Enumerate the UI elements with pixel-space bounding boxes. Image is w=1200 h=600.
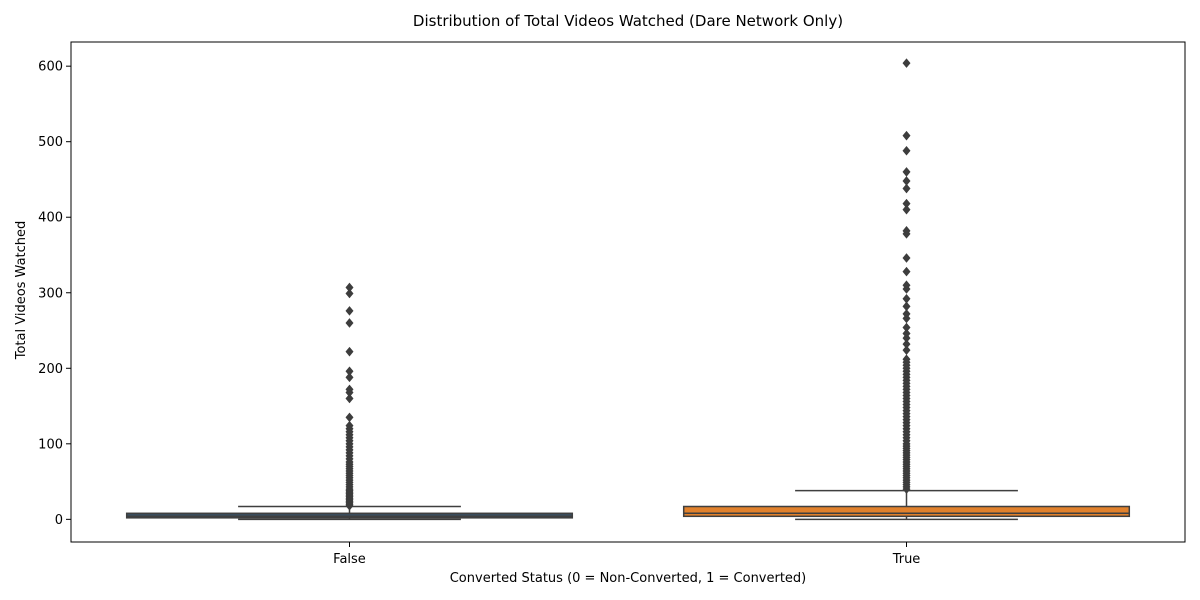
outlier-true-63	[902, 226, 911, 236]
outlier-true-66	[902, 183, 911, 194]
y-axis-label: Total Videos Watched	[14, 221, 29, 361]
outlier-true-67	[902, 176, 911, 186]
outlier-true-71	[902, 58, 911, 68]
outlier-false-40	[345, 372, 354, 383]
y-tick-label-200: 200	[38, 362, 63, 377]
outlier-true-64	[902, 204, 911, 215]
outlier-true-48	[902, 354, 911, 365]
outlier-false-43	[345, 318, 354, 328]
outlier-false-41	[345, 366, 354, 377]
outlier-false-42	[345, 346, 354, 357]
outlier-true-68	[902, 167, 911, 177]
x-tick-label-false: False	[333, 552, 366, 567]
outlier-true-65	[902, 198, 911, 209]
outlier-true-49	[902, 345, 911, 355]
outlier-true-61	[902, 253, 911, 263]
outlier-true-52	[902, 328, 911, 339]
x-axis-label: Converted Status (0 = Non-Converted, 1 =…	[450, 571, 807, 586]
outlier-false-37	[345, 393, 354, 404]
y-tick-label-500: 500	[38, 135, 63, 150]
y-axis: 0 100 200 300 400 500 600	[38, 60, 71, 528]
y-tick-label-0: 0	[55, 513, 63, 528]
y-tick-label-600: 600	[38, 60, 63, 75]
outlier-true-59	[902, 280, 911, 290]
outlier-false-45	[345, 288, 354, 299]
chart-title: Distribution of Total Videos Watched (Da…	[413, 12, 843, 30]
outlier-true-56	[902, 301, 911, 312]
plot-frame	[70, 41, 1186, 543]
outlier-false-46	[345, 282, 354, 293]
x-tick-label-true: True	[892, 552, 921, 567]
y-tick-label-400: 400	[38, 211, 63, 226]
outlier-true-69	[902, 145, 911, 156]
outlier-true-57	[902, 294, 911, 304]
outlier-true-50	[902, 339, 911, 349]
box-group-false	[125, 282, 574, 521]
outlier-true-70	[902, 130, 911, 141]
outlier-false-35	[345, 420, 354, 431]
box-true	[682, 505, 1131, 518]
box-group-true	[682, 58, 1131, 521]
outlier-true-55	[902, 309, 911, 319]
plot-area	[125, 58, 1131, 521]
box-false	[125, 512, 574, 519]
outlier-false-36	[345, 412, 354, 423]
y-tick-label-300: 300	[38, 286, 63, 301]
outlier-true-60	[902, 266, 911, 277]
y-tick-label-100: 100	[38, 437, 63, 452]
outlier-false-44	[345, 306, 354, 316]
outlier-false-39	[345, 384, 354, 395]
x-axis: False True	[333, 542, 920, 567]
outlier-true-53	[902, 322, 911, 333]
